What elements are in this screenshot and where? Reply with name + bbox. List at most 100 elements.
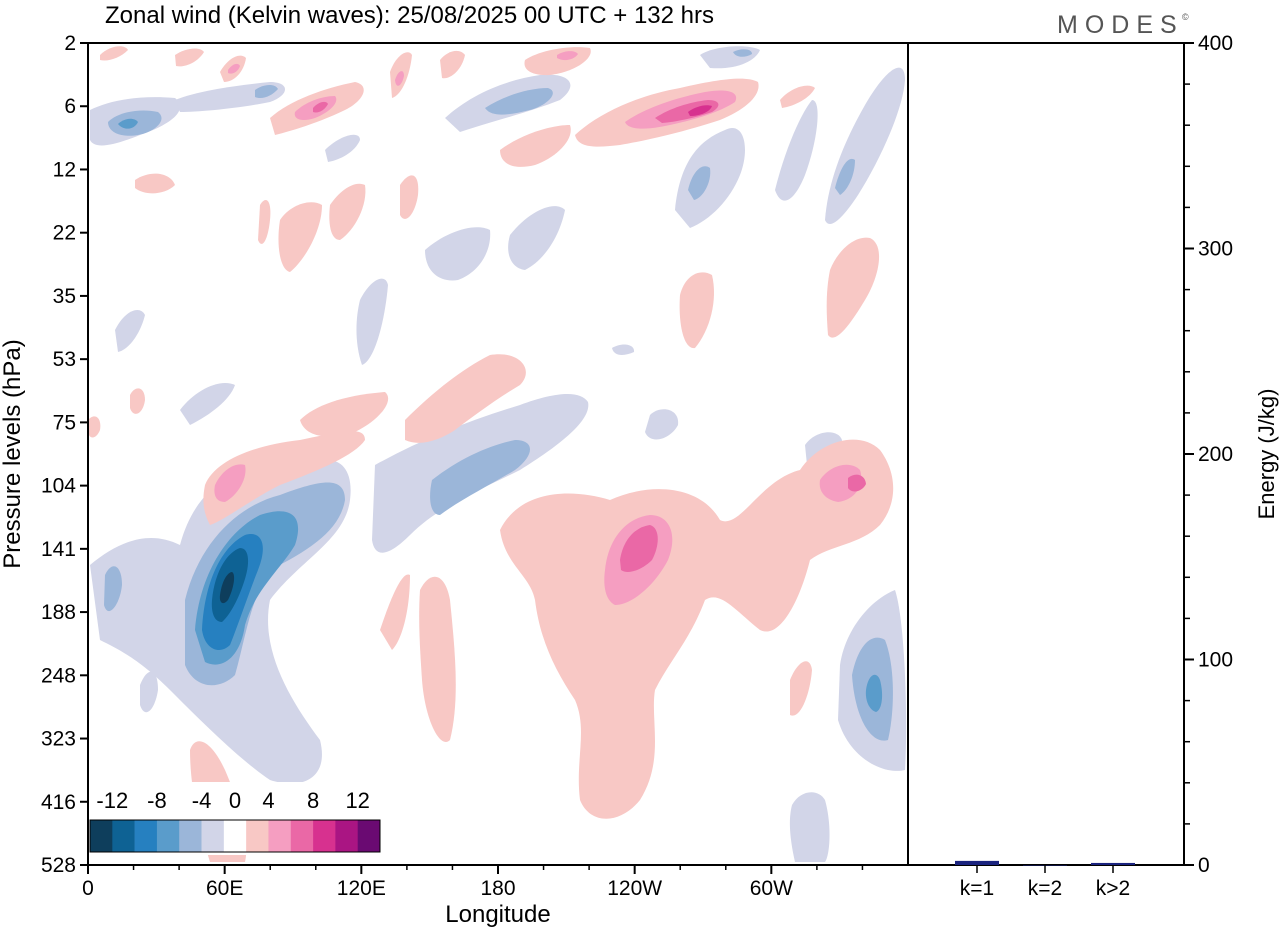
contour-neg-6b [104, 566, 122, 612]
contour-neg-2f [645, 409, 679, 440]
y-axis-ticks: 2 6 12 22 35 53 75 104 141 188 248 323 416 528 [41, 32, 88, 877]
contour-pos-2u [500, 125, 571, 167]
colorbar-cell [313, 820, 336, 852]
colorbar-label: -4 [192, 788, 212, 813]
contour-pos-2l [130, 388, 145, 414]
x-tick-label: 180 [480, 877, 515, 900]
colorbar-cell [156, 820, 180, 852]
contour-pos-2f [203, 431, 365, 525]
contour-pos-2ab [175, 48, 204, 67]
contour-neg-2l [508, 206, 565, 270]
colorbar-label: 0 [229, 788, 241, 813]
energy-axis-label: Energy (J/kg) [1254, 389, 1279, 520]
x-axis-ticks: 0 60E 120E 180 120W 60W [82, 865, 864, 900]
y-tick-label: 53 [53, 348, 76, 371]
contour-neg-2o [775, 100, 818, 201]
colorbar-cell [134, 820, 158, 852]
contour-pos-2k [790, 661, 812, 716]
contour-neg-2k [425, 227, 491, 281]
y-tick-label: 323 [41, 728, 76, 751]
energy-tick-label: 200 [1198, 443, 1233, 466]
contour-neg-2n [675, 128, 745, 228]
colorbar-cells [89, 819, 381, 853]
contour-neg-4n [688, 166, 711, 200]
positive-anomalies [88, 46, 894, 862]
y-tick-label: 22 [53, 222, 76, 245]
contour-pos-2d [380, 574, 410, 650]
contour-pos-8t [688, 105, 712, 116]
hovmoller-plot: -12 -8 -4 0 4 8 12 [87, 42, 909, 866]
contour-pos-4b [819, 464, 862, 502]
contour-pos-2aa [780, 85, 815, 108]
energy-tick-label: 300 [1198, 238, 1233, 261]
y-tick-label: 2 [64, 32, 76, 55]
x-axis-label: Longitude [445, 901, 550, 928]
colorbar-cell [357, 820, 381, 852]
y-axis-label: Pressure levels (hPa) [0, 339, 26, 568]
contour-neg-2i [115, 310, 145, 352]
y-tick-label: 248 [41, 664, 76, 687]
chart-title: Zonal wind (Kelvin waves): 25/08/2025 00… [105, 2, 714, 29]
contour-pos-2w [440, 50, 465, 79]
contour-pos-6b [848, 474, 866, 492]
contour-neg-4p [835, 158, 855, 195]
contour-pos-2o [278, 202, 322, 272]
contour-neg-2m [612, 344, 635, 355]
y-tick-label: 6 [64, 95, 76, 118]
contour-pos-2j [826, 237, 880, 338]
contour-neg-2j [356, 278, 388, 365]
contour-neg-4t [255, 84, 278, 99]
y-tick-label: 104 [41, 475, 76, 498]
colorbar-cell [90, 820, 113, 852]
colorbar-cell [179, 820, 202, 852]
contour-pos-2q [400, 175, 419, 219]
colorbar: -12 -8 -4 0 4 8 12 [88, 782, 384, 855]
contour-pos-2n [329, 183, 366, 240]
contour-pos-2g [405, 354, 526, 443]
energy-category-label: k>2 [1096, 877, 1130, 900]
colorbar-border [89, 819, 381, 853]
colorbar-label: 8 [307, 788, 319, 813]
y-tick-label: 12 [53, 158, 76, 181]
y-tick-label: 141 [41, 538, 76, 561]
energy-bar-k1 [955, 860, 999, 865]
y-tick-label: 188 [41, 601, 76, 624]
y-tick-label: 75 [53, 411, 76, 434]
contour-neg-2d [789, 792, 830, 862]
contour-neg-6c [865, 674, 883, 712]
x-tick-label: 120W [607, 877, 662, 900]
energy-panel-frame [907, 42, 1185, 866]
energy-category-labels: k=1 k=2 k>2 [960, 865, 1130, 900]
colorbar-cell [246, 820, 269, 852]
contour-neg-2h [140, 671, 158, 713]
y-tick-label: 416 [41, 791, 76, 814]
y-tick-label: 35 [53, 285, 76, 308]
contour-pos-6 [620, 525, 658, 572]
contour-pos-6s [313, 101, 328, 113]
colorbar-label: 4 [262, 788, 274, 813]
brand-registered-mark: © [1182, 12, 1189, 22]
colorbar-label: -8 [147, 788, 167, 813]
x-tick-label: 60W [750, 877, 793, 900]
x-tick-label: 0 [82, 877, 94, 900]
contour-pos-2m [88, 416, 101, 438]
x-tick-label: 60E [206, 877, 243, 900]
contour-pos-2c [419, 576, 456, 742]
x-tick-label: 120E [337, 877, 386, 900]
brand-logo: MODES [1057, 11, 1184, 39]
contour-pos-4y [228, 63, 240, 74]
contour-pos-2z [100, 46, 128, 61]
colorbar-labels: -12 -8 -4 0 4 8 12 [96, 788, 370, 813]
energy-tick-label: 400 [1198, 32, 1233, 55]
contour-pos-4x [395, 71, 404, 86]
contour-pos-2p [258, 200, 271, 244]
contour-neg-4r [733, 49, 752, 57]
energy-category-label: k=2 [1028, 877, 1062, 900]
contour-pos-4f [214, 464, 246, 502]
negative-anomalies [90, 46, 907, 862]
colorbar-cell [201, 820, 225, 852]
contour-pos-2h [300, 392, 389, 437]
energy-axis-ticks: 0 100 200 300 400 [1184, 32, 1233, 877]
energy-tick-label: 0 [1198, 854, 1210, 877]
